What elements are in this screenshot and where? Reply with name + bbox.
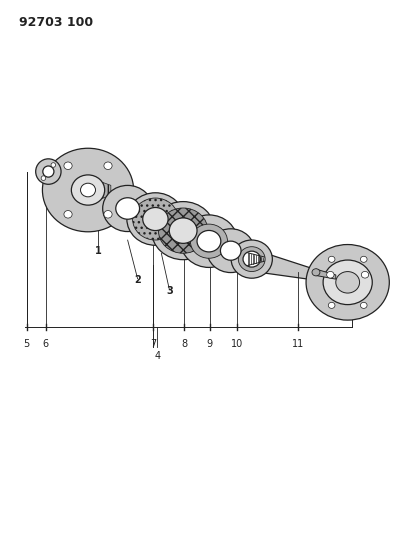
Ellipse shape — [80, 183, 95, 197]
Ellipse shape — [238, 247, 265, 271]
Text: 7: 7 — [150, 339, 156, 349]
Polygon shape — [247, 247, 315, 280]
Text: 6: 6 — [43, 339, 49, 349]
Text: 11: 11 — [291, 339, 304, 349]
Ellipse shape — [43, 148, 133, 232]
Ellipse shape — [231, 240, 272, 278]
Ellipse shape — [220, 241, 241, 260]
Ellipse shape — [243, 251, 260, 267]
Polygon shape — [315, 269, 335, 279]
Ellipse shape — [207, 229, 254, 272]
Ellipse shape — [328, 302, 334, 309]
Ellipse shape — [41, 176, 46, 180]
Ellipse shape — [328, 256, 334, 262]
Text: 2: 2 — [134, 275, 141, 285]
Ellipse shape — [180, 215, 237, 268]
Ellipse shape — [142, 207, 168, 231]
Ellipse shape — [102, 185, 152, 231]
Ellipse shape — [335, 272, 358, 293]
Ellipse shape — [305, 245, 388, 320]
Text: 1: 1 — [94, 246, 101, 256]
Ellipse shape — [169, 218, 196, 244]
Ellipse shape — [196, 230, 220, 252]
Ellipse shape — [311, 269, 319, 276]
Text: 3: 3 — [166, 286, 172, 295]
Ellipse shape — [103, 211, 112, 218]
Ellipse shape — [64, 162, 72, 169]
Ellipse shape — [51, 163, 55, 167]
Text: 9: 9 — [206, 339, 212, 349]
Ellipse shape — [64, 211, 72, 218]
Ellipse shape — [115, 198, 139, 219]
Ellipse shape — [127, 193, 184, 245]
Text: 10: 10 — [231, 339, 243, 349]
Ellipse shape — [132, 198, 178, 240]
Ellipse shape — [360, 271, 368, 278]
Text: 4: 4 — [154, 351, 160, 361]
Ellipse shape — [36, 159, 61, 184]
Text: 8: 8 — [181, 339, 187, 349]
Ellipse shape — [360, 256, 366, 262]
Ellipse shape — [158, 208, 207, 253]
Polygon shape — [93, 177, 140, 203]
Ellipse shape — [103, 162, 112, 169]
Ellipse shape — [322, 260, 371, 304]
Ellipse shape — [326, 271, 333, 278]
Ellipse shape — [43, 166, 54, 177]
Polygon shape — [93, 179, 111, 201]
Ellipse shape — [190, 224, 227, 259]
Text: 92703 100: 92703 100 — [18, 16, 93, 29]
Ellipse shape — [151, 201, 215, 260]
Ellipse shape — [360, 302, 366, 309]
Ellipse shape — [71, 175, 104, 205]
Text: 5: 5 — [23, 339, 30, 349]
